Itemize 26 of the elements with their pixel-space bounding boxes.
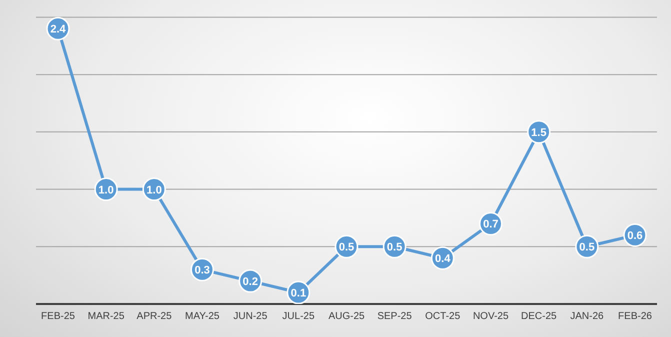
x-tick-label: FEB-25: [41, 311, 76, 322]
x-tick-label: FEB-26: [618, 311, 652, 322]
x-tick-label: OCT-25: [425, 311, 461, 322]
data-label: 0.3: [194, 264, 210, 277]
x-tick-label: JUN-25: [233, 311, 268, 322]
data-label: 1.0: [98, 184, 114, 196]
x-tick-label: SEP-25: [377, 311, 412, 322]
data-label: 0.1: [290, 288, 306, 300]
data-label: 0.5: [338, 242, 354, 254]
x-tick-label: JUL-25: [282, 311, 315, 322]
data-label: 1.5: [531, 126, 546, 139]
data-label: 0.7: [483, 218, 498, 231]
data-label: 0.6: [627, 230, 643, 242]
x-tick-label: JAN-26: [570, 311, 604, 322]
x-tick-label: DEC-25: [521, 311, 558, 322]
data-label: 2.4: [50, 24, 67, 36]
x-tick-label: AUG-25: [328, 311, 365, 322]
x-tick-label: MAY-25: [185, 311, 220, 322]
data-label: 0.4: [435, 253, 452, 266]
data-label: 0.5: [579, 242, 595, 254]
x-tick-label: NOV-25: [472, 311, 509, 322]
data-label: 0.5: [386, 242, 402, 254]
x-tick-label: APR-25: [136, 311, 172, 322]
data-label: 1.0: [146, 184, 162, 196]
x-tick-label: MAR-25: [88, 311, 125, 322]
data-label: 0.2: [242, 276, 258, 288]
